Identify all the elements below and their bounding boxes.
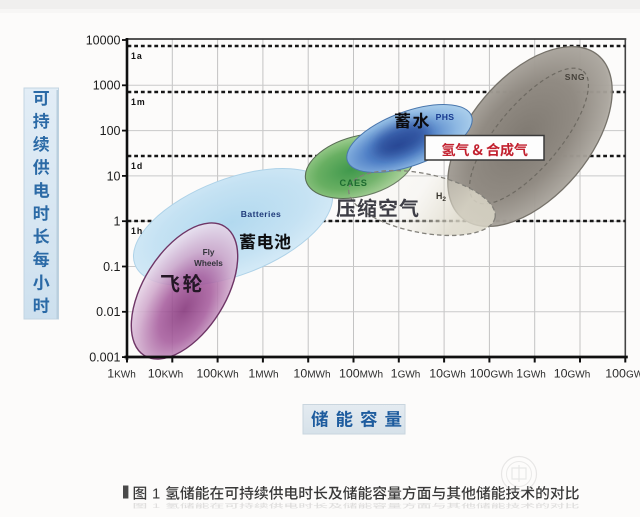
svg-text:100KWh: 100KWh (196, 367, 238, 381)
svg-text:1GWh: 1GWh (516, 367, 546, 381)
svg-text:Batteries: Batteries (241, 209, 281, 219)
svg-text:1GWh: 1GWh (391, 367, 421, 381)
svg-text:SNG: SNG (565, 72, 585, 82)
svg-text:PHS: PHS (436, 112, 455, 122)
svg-text:1h: 1h (131, 226, 143, 236)
svg-text:100GWh: 100GWh (605, 367, 640, 381)
svg-text:10GWh: 10GWh (554, 367, 591, 381)
svg-text:10GWh: 10GWh (429, 367, 466, 381)
svg-text:0.1: 0.1 (103, 260, 120, 274)
svg-text:10MWh: 10MWh (293, 367, 330, 381)
svg-text:10000: 10000 (86, 33, 121, 47)
svg-text:10: 10 (107, 169, 121, 183)
svg-text:1a: 1a (131, 51, 143, 61)
svg-text:1: 1 (152, 503, 160, 510)
svg-text:1m: 1m (131, 97, 146, 107)
svg-text:1: 1 (152, 487, 160, 503)
svg-text:Fly: Fly (203, 248, 215, 257)
svg-text:100MWh: 100MWh (339, 367, 383, 381)
svg-text:1: 1 (114, 215, 121, 229)
svg-text:100: 100 (100, 124, 121, 138)
svg-text:CAES: CAES (340, 178, 368, 188)
svg-text:1MWh: 1MWh (248, 367, 278, 381)
svg-text:10KWh: 10KWh (148, 367, 183, 381)
svg-text:Wheels: Wheels (194, 259, 223, 268)
svg-text:1KWh: 1KWh (107, 367, 136, 381)
svg-text:1d: 1d (131, 161, 143, 171)
svg-text:0.001: 0.001 (89, 351, 120, 365)
svg-text:0.01: 0.01 (96, 305, 120, 319)
svg-text:1000: 1000 (93, 79, 121, 93)
svg-text:100GWh: 100GWh (470, 367, 513, 381)
svg-text:H2: H2 (436, 191, 446, 203)
